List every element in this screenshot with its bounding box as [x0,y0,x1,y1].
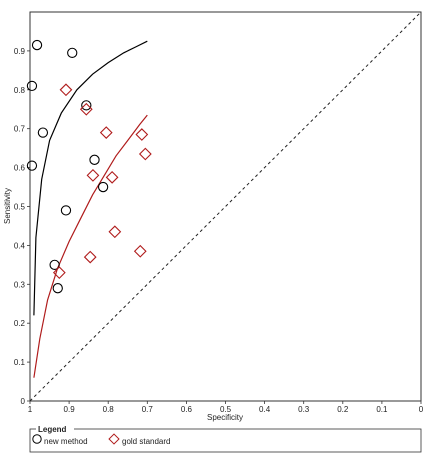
diamond-point [83,250,97,264]
circle-point [31,39,43,51]
sroc-curve [33,114,148,378]
x-tick-label: 0 [419,405,424,414]
legend-label-new-method: new method [44,437,88,446]
y-tick-label: 0.9 [14,47,26,56]
x-tick-label: 0.7 [142,405,154,414]
legend-box [29,428,422,453]
diamond-point [52,266,66,280]
circle-point [81,100,92,111]
diamond-point [108,225,122,239]
circle-point [60,205,72,216]
legend-circle-marker [32,434,42,444]
y-tick-label: 0.2 [14,319,26,328]
x-tick-label: 1 [28,405,33,414]
sroc-curve [33,40,148,316]
circle-point [89,154,100,165]
legend: Legend new method gold standard [29,425,422,453]
legend-diamond-marker [108,433,120,445]
chance-diagonal-line [29,11,422,402]
circle-point [26,160,38,171]
y-tick-label: 0.8 [14,86,26,95]
x-tick-label: 0.8 [103,405,115,414]
x-tick-label: 0.6 [181,405,193,414]
y-tick-label: 0.1 [14,358,26,367]
legend-label-gold-standard: gold standard [122,437,170,446]
x-axis: 1 0.9 0.8 0.7 0.6 0.5 0.4 0.3 0.2 0.1 0 [28,401,424,414]
y-axis: 0 0.1 0.2 0.3 0.4 0.5 0.6 0.7 0.8 0.9 [14,47,30,406]
legend-title-backdrop [36,425,74,433]
y-tick-label: 0.7 [14,125,26,134]
x-tick-label: 0.3 [298,405,310,414]
diamond-point [86,169,100,182]
legend-title: Legend [38,425,67,434]
y-tick-label: 0 [21,397,26,406]
x-tick-label: 0.9 [64,405,76,414]
diamond-point [138,147,152,161]
y-tick-label: 0.3 [14,280,26,289]
y-tick-label: 0.4 [14,241,26,250]
diamond-point [135,128,149,141]
diamond-point [59,83,73,97]
y-tick-label: 0.5 [14,203,26,212]
circle-point [37,127,49,138]
x-tick-label: 0.1 [376,405,388,414]
y-axis-title: Sensitivity [3,188,12,224]
x-axis-title: Specificity [207,413,243,422]
circle-point [49,259,60,270]
data-points [26,39,152,294]
x-tick-label: 0.5 [220,405,232,414]
circle-point [26,80,38,92]
diamond-point [105,170,119,184]
circle-point [52,283,63,294]
circle-point [97,181,109,193]
diamond-point [133,244,147,258]
diamond-point [79,102,93,116]
circle-point [67,47,78,58]
x-tick-label: 0.4 [259,405,271,414]
x-tick-label: 0.2 [337,405,349,414]
diamond-point [99,126,113,139]
y-tick-label: 0.6 [14,164,26,173]
sroc-curves [33,40,148,378]
